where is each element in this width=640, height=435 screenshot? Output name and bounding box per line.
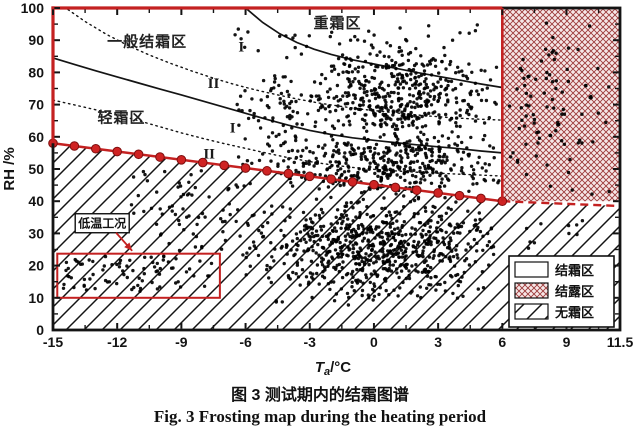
threshold-marker bbox=[304, 171, 315, 182]
caption-chinese: 图 3 测试期内的结霜图谱 bbox=[231, 387, 409, 404]
threshold-marker bbox=[262, 166, 272, 176]
threshold-marker bbox=[69, 141, 80, 151]
caption-english: Fig. 3 Frosting map during the heating p… bbox=[153, 407, 487, 426]
y-tick-label: 10 bbox=[28, 290, 44, 306]
curve-label: I bbox=[230, 121, 236, 137]
y-tick-label: 20 bbox=[28, 258, 44, 274]
curve-label: II bbox=[203, 146, 215, 162]
threshold-marker bbox=[454, 190, 465, 201]
curve-label: I bbox=[238, 39, 244, 55]
y-axis: 0 10 20 30 40 50 60 70 80 90 100 bbox=[21, 0, 619, 338]
y-tick-label: 90 bbox=[28, 32, 44, 48]
x-tick-label: 0 bbox=[370, 334, 378, 350]
threshold-marker bbox=[326, 174, 336, 184]
threshold-marker bbox=[283, 168, 294, 179]
threshold-marker bbox=[197, 157, 208, 168]
low-temp-annotation: 低温工况 bbox=[56, 213, 221, 299]
region-label: 一般结霜区 bbox=[107, 33, 187, 51]
legend-label: 无霜区 bbox=[554, 305, 594, 320]
threshold-marker bbox=[112, 146, 122, 157]
curve-I-lower-solid bbox=[52, 57, 504, 154]
dew-region bbox=[502, 8, 620, 202]
x-tick-label: -12 bbox=[107, 334, 127, 350]
y-tick-label: 50 bbox=[28, 161, 44, 177]
y-tick-label: 80 bbox=[28, 64, 44, 80]
curve-I-upper-solid bbox=[244, 7, 504, 89]
y-tick-label: 60 bbox=[28, 129, 44, 145]
threshold-marker bbox=[433, 188, 443, 198]
no-frost-region bbox=[53, 143, 620, 330]
y-tick-label: 30 bbox=[28, 225, 44, 241]
x-tick-label: -15 bbox=[43, 334, 63, 350]
curve-II-upper-dotted bbox=[67, 8, 503, 121]
x-tick-label: 6 bbox=[498, 334, 506, 350]
y-tick-label: 100 bbox=[21, 0, 45, 16]
arrowhead bbox=[124, 242, 133, 251]
x-tick-label: 3 bbox=[434, 334, 442, 350]
threshold-marker bbox=[176, 155, 187, 165]
low-temp-label: 低温工况 bbox=[77, 216, 126, 231]
x-tick-label: -9 bbox=[175, 334, 188, 350]
x-tick-label: -6 bbox=[239, 334, 252, 350]
threshold-marker bbox=[155, 152, 165, 162]
region-label: 轻霜区 bbox=[97, 108, 145, 126]
legend-swatch-no-frost bbox=[514, 303, 549, 320]
threshold-marker bbox=[133, 149, 144, 160]
threshold-marker bbox=[411, 185, 422, 195]
legend-label: 结霜区 bbox=[555, 263, 594, 278]
y-tick-label: 40 bbox=[28, 193, 44, 209]
x-tick-label: 9 bbox=[563, 334, 571, 350]
region-label: 重霜区 bbox=[314, 14, 362, 32]
legend-label: 结露区 bbox=[555, 284, 594, 299]
threshold-marker bbox=[219, 160, 229, 171]
scatter-points bbox=[61, 21, 611, 307]
threshold-marker bbox=[347, 177, 358, 187]
threshold-marker bbox=[369, 179, 379, 190]
x-tick-label: 11.5 bbox=[607, 334, 634, 350]
low-temp-label-box bbox=[74, 213, 130, 234]
legend-swatch-dew bbox=[514, 282, 549, 299]
y-axis-title: RH /% bbox=[1, 147, 18, 190]
y-tick-label: 0 bbox=[36, 322, 44, 338]
threshold-marker bbox=[90, 143, 101, 154]
x-axis-title: Ta/°C bbox=[315, 359, 351, 378]
threshold-dashed bbox=[502, 200, 621, 208]
threshold-line bbox=[48, 138, 621, 208]
curve-label: II bbox=[208, 76, 220, 92]
low-temp-box bbox=[56, 252, 221, 299]
legend-swatch-frost bbox=[514, 261, 549, 278]
threshold-marker bbox=[240, 163, 251, 173]
x-tick-label: -3 bbox=[304, 334, 317, 350]
threshold-marker bbox=[476, 193, 486, 204]
y-tick-label: 70 bbox=[28, 97, 44, 113]
threshold-marker bbox=[390, 182, 401, 193]
